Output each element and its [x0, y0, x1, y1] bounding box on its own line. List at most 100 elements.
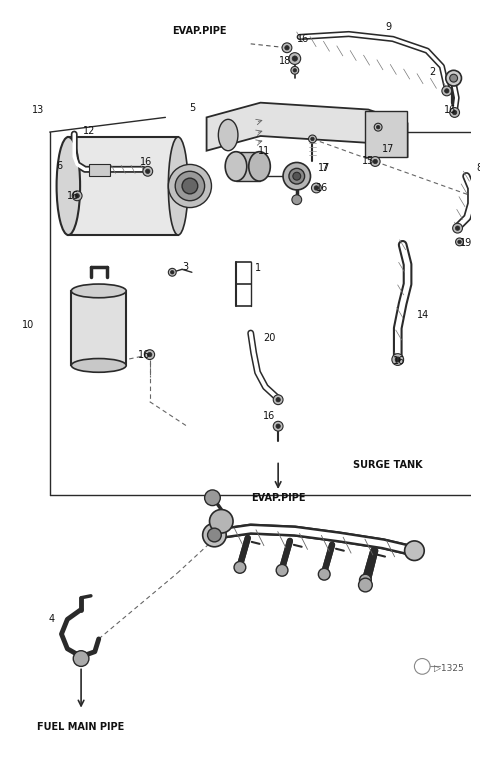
- Circle shape: [456, 226, 460, 230]
- Circle shape: [204, 490, 220, 506]
- Circle shape: [405, 541, 424, 560]
- Text: 16: 16: [297, 34, 309, 44]
- Text: 18: 18: [279, 56, 291, 66]
- Circle shape: [72, 191, 82, 201]
- Circle shape: [453, 223, 462, 233]
- Ellipse shape: [249, 151, 270, 181]
- Circle shape: [145, 350, 155, 360]
- Ellipse shape: [57, 137, 80, 235]
- Text: 1: 1: [254, 263, 261, 273]
- Circle shape: [289, 52, 300, 64]
- FancyBboxPatch shape: [89, 164, 110, 176]
- Text: 4: 4: [48, 615, 55, 625]
- Circle shape: [203, 523, 226, 547]
- Circle shape: [73, 651, 89, 666]
- Text: 16: 16: [140, 157, 152, 168]
- Ellipse shape: [225, 151, 247, 181]
- Circle shape: [456, 238, 463, 245]
- Text: 8: 8: [476, 164, 480, 174]
- Text: 16: 16: [138, 350, 150, 360]
- Circle shape: [374, 124, 382, 131]
- Text: FUEL MAIN PIPE: FUEL MAIN PIPE: [37, 722, 125, 732]
- Circle shape: [170, 270, 174, 274]
- Circle shape: [273, 422, 283, 431]
- Circle shape: [291, 66, 299, 74]
- Text: 15: 15: [361, 157, 374, 167]
- Circle shape: [309, 135, 316, 143]
- FancyBboxPatch shape: [68, 137, 178, 235]
- Text: 11: 11: [258, 146, 270, 156]
- Text: 5: 5: [189, 103, 195, 113]
- FancyBboxPatch shape: [236, 151, 260, 181]
- Ellipse shape: [218, 120, 238, 151]
- Circle shape: [209, 510, 233, 533]
- Circle shape: [75, 194, 79, 198]
- Circle shape: [446, 70, 461, 86]
- Text: SURGE TANK: SURGE TANK: [353, 460, 422, 470]
- Text: 17: 17: [382, 144, 394, 154]
- Ellipse shape: [72, 284, 126, 298]
- Circle shape: [292, 195, 301, 205]
- Circle shape: [392, 354, 404, 365]
- Circle shape: [273, 394, 283, 405]
- FancyBboxPatch shape: [72, 291, 126, 365]
- Circle shape: [289, 168, 305, 184]
- Text: 20: 20: [264, 333, 276, 343]
- Circle shape: [450, 107, 459, 117]
- Text: ▷1325: ▷1325: [434, 664, 464, 673]
- Circle shape: [276, 424, 280, 428]
- Circle shape: [168, 164, 212, 208]
- Text: 7: 7: [321, 164, 327, 174]
- Text: 16: 16: [67, 191, 80, 201]
- Polygon shape: [206, 103, 408, 157]
- Circle shape: [143, 167, 153, 176]
- Circle shape: [276, 564, 288, 576]
- Text: 12: 12: [83, 126, 95, 136]
- Circle shape: [293, 172, 300, 180]
- Circle shape: [207, 528, 221, 542]
- Text: EVAP.PIPE: EVAP.PIPE: [172, 26, 226, 36]
- Text: 16: 16: [444, 104, 456, 114]
- Circle shape: [234, 561, 246, 574]
- Circle shape: [292, 56, 298, 61]
- Circle shape: [314, 186, 319, 190]
- Text: 16: 16: [393, 356, 405, 365]
- Text: 14: 14: [418, 310, 430, 320]
- Circle shape: [175, 171, 204, 201]
- Circle shape: [276, 398, 280, 402]
- Circle shape: [282, 43, 292, 52]
- Circle shape: [147, 353, 152, 357]
- Circle shape: [442, 86, 452, 96]
- Circle shape: [359, 578, 372, 592]
- Text: EVAP.PIPE: EVAP.PIPE: [251, 493, 305, 503]
- Circle shape: [283, 162, 311, 190]
- Text: 19: 19: [460, 238, 472, 248]
- Ellipse shape: [72, 358, 126, 372]
- Circle shape: [312, 183, 321, 193]
- Text: 9: 9: [385, 22, 391, 32]
- Circle shape: [182, 178, 198, 194]
- Circle shape: [293, 69, 297, 72]
- Ellipse shape: [168, 137, 188, 235]
- Circle shape: [376, 125, 380, 129]
- Circle shape: [311, 137, 314, 141]
- Circle shape: [453, 110, 457, 115]
- Circle shape: [373, 159, 377, 164]
- Text: 16: 16: [264, 411, 276, 422]
- FancyBboxPatch shape: [365, 110, 407, 157]
- Circle shape: [395, 357, 400, 362]
- Text: 16: 16: [316, 183, 329, 193]
- Circle shape: [285, 46, 289, 50]
- Text: 3: 3: [182, 262, 188, 273]
- Circle shape: [450, 74, 457, 82]
- Circle shape: [318, 568, 330, 580]
- Text: 2: 2: [429, 67, 435, 77]
- Text: 17: 17: [318, 164, 330, 174]
- Circle shape: [145, 169, 150, 174]
- Circle shape: [444, 89, 449, 93]
- Circle shape: [168, 269, 176, 276]
- Circle shape: [458, 240, 461, 244]
- Text: 10: 10: [22, 320, 34, 330]
- Circle shape: [370, 157, 380, 167]
- Circle shape: [360, 574, 372, 586]
